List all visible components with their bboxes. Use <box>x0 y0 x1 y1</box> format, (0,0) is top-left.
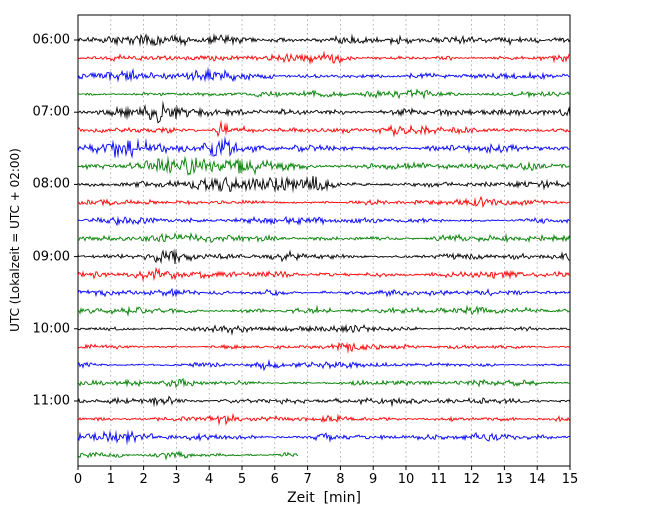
y-tick-label: 06:00 <box>32 32 70 48</box>
y-axis-label: UTC (Lokalzeit = UTC + 02:00) <box>8 148 22 332</box>
x-tick-label: 3 <box>172 472 181 487</box>
x-tick-label: 13 <box>496 472 513 487</box>
x-tick-label: 12 <box>463 472 480 487</box>
x-tick-label: 6 <box>270 472 279 487</box>
y-tick-label: 11:00 <box>32 393 70 409</box>
x-tick-label: 10 <box>397 472 415 487</box>
x-tick-label: 1 <box>106 472 115 487</box>
y-tick-label: 07:00 <box>32 104 70 120</box>
x-tick-label: 5 <box>237 472 247 487</box>
x-axis-label: Zeit [min] <box>287 490 361 506</box>
x-tick-label: 7 <box>303 472 312 487</box>
y-tick-label: 10:00 <box>32 321 70 337</box>
x-tick-label: 11 <box>430 472 448 487</box>
y-tick-label: 09:00 <box>32 249 70 265</box>
x-tick-label: 8 <box>336 472 345 487</box>
x-tick-label: 4 <box>205 472 214 487</box>
x-tick-label: 0 <box>73 472 83 487</box>
x-tick-label: 9 <box>369 472 378 487</box>
x-tick-label: 14 <box>528 472 546 487</box>
x-tick-label: 15 <box>561 472 579 487</box>
x-tick-label: 2 <box>139 472 148 487</box>
y-tick-label: 08:00 <box>32 176 70 192</box>
